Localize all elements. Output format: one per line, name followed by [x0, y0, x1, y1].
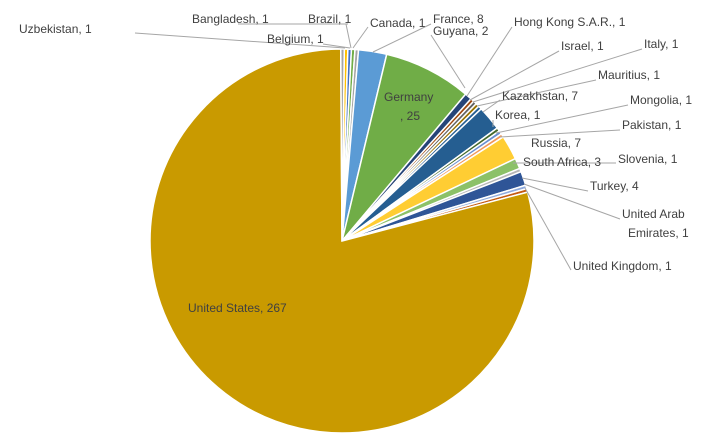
- data-label-france: France, 8: [433, 12, 484, 26]
- leader-line-hong-kong-s-a-r: [466, 26, 513, 97]
- data-label-united-kingdom: United Kingdom, 1: [573, 259, 672, 273]
- data-label-pakistan: Pakistan, 1: [622, 118, 682, 132]
- leader-line-canada: [352, 26, 369, 49]
- data-label-turkey: Turkey, 4: [590, 179, 639, 193]
- data-label-hong-kong-s-a-r: Hong Kong S.A.R., 1: [514, 15, 626, 29]
- data-label-slovenia: Slovenia, 1: [618, 152, 678, 166]
- leader-line-france: [372, 23, 432, 53]
- data-label-united-arab-emirates: United Arab Emirates, 1: [622, 207, 689, 240]
- leader-line-kazakhstan: [482, 99, 501, 113]
- data-label-bangladesh: Bangladesh, 1: [192, 12, 269, 26]
- leader-line-united-arab-emirates: [523, 183, 621, 220]
- data-label-italy: Italy, 1: [644, 37, 679, 51]
- data-label-kazakhstan: Kazakhstan, 7: [502, 89, 578, 103]
- leader-line-turkey: [521, 177, 589, 192]
- leader-line-guyana: [430, 34, 466, 89]
- data-label-united-states: United States, 267: [188, 301, 287, 315]
- pie-slice-uzbekistan: [339, 48, 346, 242]
- data-label-uzbekistan: Uzbekistan, 1: [19, 22, 92, 36]
- leader-line-brazil: [345, 23, 352, 49]
- leader-line-mongolia: [495, 104, 629, 134]
- leader-line-italy: [472, 48, 643, 103]
- data-label-brazil: Brazil, 1: [308, 12, 352, 26]
- leader-line-uzbekistan: [134, 32, 346, 49]
- data-label-south-africa: South Africa, 3: [523, 155, 601, 169]
- data-label-russia: Russia, 7: [531, 136, 581, 150]
- data-label-mongolia: Mongolia, 1: [630, 93, 692, 107]
- data-label-canada: Canada, 1: [370, 16, 426, 30]
- data-label-mauritius: Mauritius, 1: [598, 68, 660, 82]
- data-label-korea: Korea, 1: [495, 108, 541, 122]
- leader-line-united-kingdom: [524, 187, 572, 271]
- leader-line-israel: [469, 50, 560, 101]
- leader-line-pakistan: [499, 129, 621, 138]
- data-label-israel: Israel, 1: [561, 39, 604, 53]
- data-label-guyana: Guyana, 2: [433, 24, 489, 38]
- leader-line-belgium: [322, 43, 351, 49]
- data-label-germany: Germany, 25: [384, 90, 433, 123]
- data-label-belgium: Belgium, 1: [267, 32, 324, 46]
